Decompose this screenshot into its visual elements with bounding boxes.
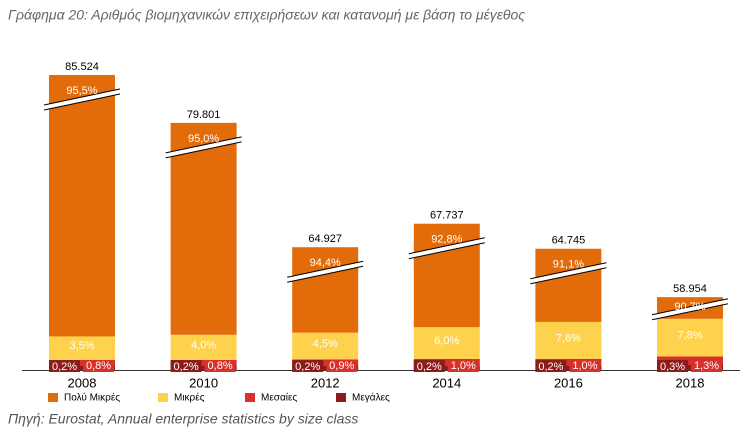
data-label: 92,8% [431, 234, 462, 246]
label-bg [535, 360, 567, 372]
axis-break [287, 261, 364, 283]
label-bg [447, 360, 479, 372]
axis-break [165, 136, 242, 158]
label-bg [292, 360, 324, 372]
x-tick-label: 2014 [432, 375, 461, 390]
label-bg [204, 360, 236, 372]
legend-label: Πολύ Μικρές [64, 392, 120, 404]
data-label: 4,0% [191, 339, 216, 351]
axis-break [165, 141, 242, 159]
legend-label: Μικρές [174, 392, 205, 404]
data-label: 0,8% [208, 360, 233, 372]
source: Πηγή: Eurostat, Annual enterprise statis… [8, 411, 358, 427]
bar-segment [657, 356, 723, 365]
x-tick-label: 2008 [68, 375, 97, 390]
axis-break [530, 262, 607, 284]
bar-segment [292, 366, 359, 370]
label-bg [83, 360, 114, 372]
axis-break [408, 242, 485, 260]
data-label: 0,2% [174, 361, 199, 373]
axis-break [287, 265, 364, 283]
axis-break [651, 298, 729, 316]
axis-break [408, 237, 485, 259]
axis-break [43, 88, 121, 106]
bar-segment [292, 359, 359, 366]
data-label: 0,8% [86, 360, 111, 372]
data-label: 90,7% [674, 301, 705, 313]
axis-break [651, 303, 729, 321]
label-bg [326, 360, 358, 372]
legend-label: Μεγάλες [352, 392, 390, 404]
label-bg [170, 360, 202, 372]
data-label: 0,2% [52, 361, 77, 373]
total-label: 64.745 [552, 235, 586, 247]
x-tick-label: 2010 [189, 375, 218, 390]
data-label: 0,2% [538, 361, 563, 373]
data-label: 1,0% [572, 360, 597, 372]
x-tick-label: 2018 [676, 375, 705, 390]
data-label: 3,5% [69, 340, 94, 352]
bar-segment [413, 366, 480, 370]
bar-segment [292, 332, 359, 360]
axis-break [408, 237, 485, 255]
axis-break [165, 136, 242, 154]
bar-segment [535, 359, 602, 366]
bar-segment [170, 360, 237, 366]
data-label: 7,6% [556, 332, 581, 344]
bar-segment [49, 336, 115, 360]
bar-segment [535, 321, 602, 359]
chart-title: Γράφημα 20: Αριθμός βιομηχανικών επιχειρ… [8, 7, 525, 23]
legend-swatch [336, 393, 346, 402]
data-label: 94,4% [310, 257, 341, 269]
data-label: 0,9% [329, 360, 354, 372]
legend-swatch [245, 393, 255, 402]
axis-break [530, 267, 607, 285]
data-label: 1,3% [694, 360, 719, 372]
bar-segment [413, 359, 480, 366]
legend-swatch [48, 393, 58, 402]
bar-segment [49, 360, 115, 366]
axis-break [43, 93, 121, 111]
data-label: 95,0% [188, 133, 219, 145]
bar-segment [292, 247, 359, 333]
label-bg [569, 360, 601, 372]
total-label: 58.954 [673, 283, 707, 295]
data-label: 91,1% [553, 259, 584, 271]
bar-segment [413, 327, 480, 359]
bar-segment [170, 334, 237, 360]
axis-break [652, 298, 728, 320]
x-tick-label: 2012 [311, 375, 340, 390]
axis-break [530, 262, 607, 280]
data-label: 0,3% [660, 361, 685, 373]
data-label: 7,8% [677, 330, 702, 342]
label-bg [49, 360, 80, 372]
legend-swatch [158, 393, 168, 402]
bar-segment [657, 318, 723, 357]
bar-segment [535, 366, 602, 370]
data-label: 6,0% [434, 335, 459, 347]
bar-segment [170, 366, 237, 370]
data-label: 4,5% [313, 338, 338, 350]
bar-segment [170, 122, 237, 335]
total-label: 64.927 [308, 233, 342, 245]
legend-label: Μεσαίες [261, 392, 297, 404]
data-label: 95,5% [66, 85, 97, 97]
label-bg [413, 360, 445, 372]
total-label: 67.737 [430, 210, 464, 222]
x-tick-label: 2016 [554, 375, 583, 390]
total-label: 79.801 [187, 109, 221, 121]
label-bg [657, 360, 688, 372]
axis-break [287, 260, 364, 278]
data-label: 0,2% [295, 361, 320, 373]
bar-segment [49, 75, 115, 337]
total-label: 85.524 [65, 61, 99, 73]
bar-segment [535, 248, 602, 322]
axis-break [44, 89, 120, 111]
label-bg [691, 360, 722, 372]
bar-segment [657, 365, 723, 370]
data-label: 1,0% [451, 360, 476, 372]
bar-segment [49, 366, 115, 370]
data-label: 0,2% [417, 361, 442, 373]
